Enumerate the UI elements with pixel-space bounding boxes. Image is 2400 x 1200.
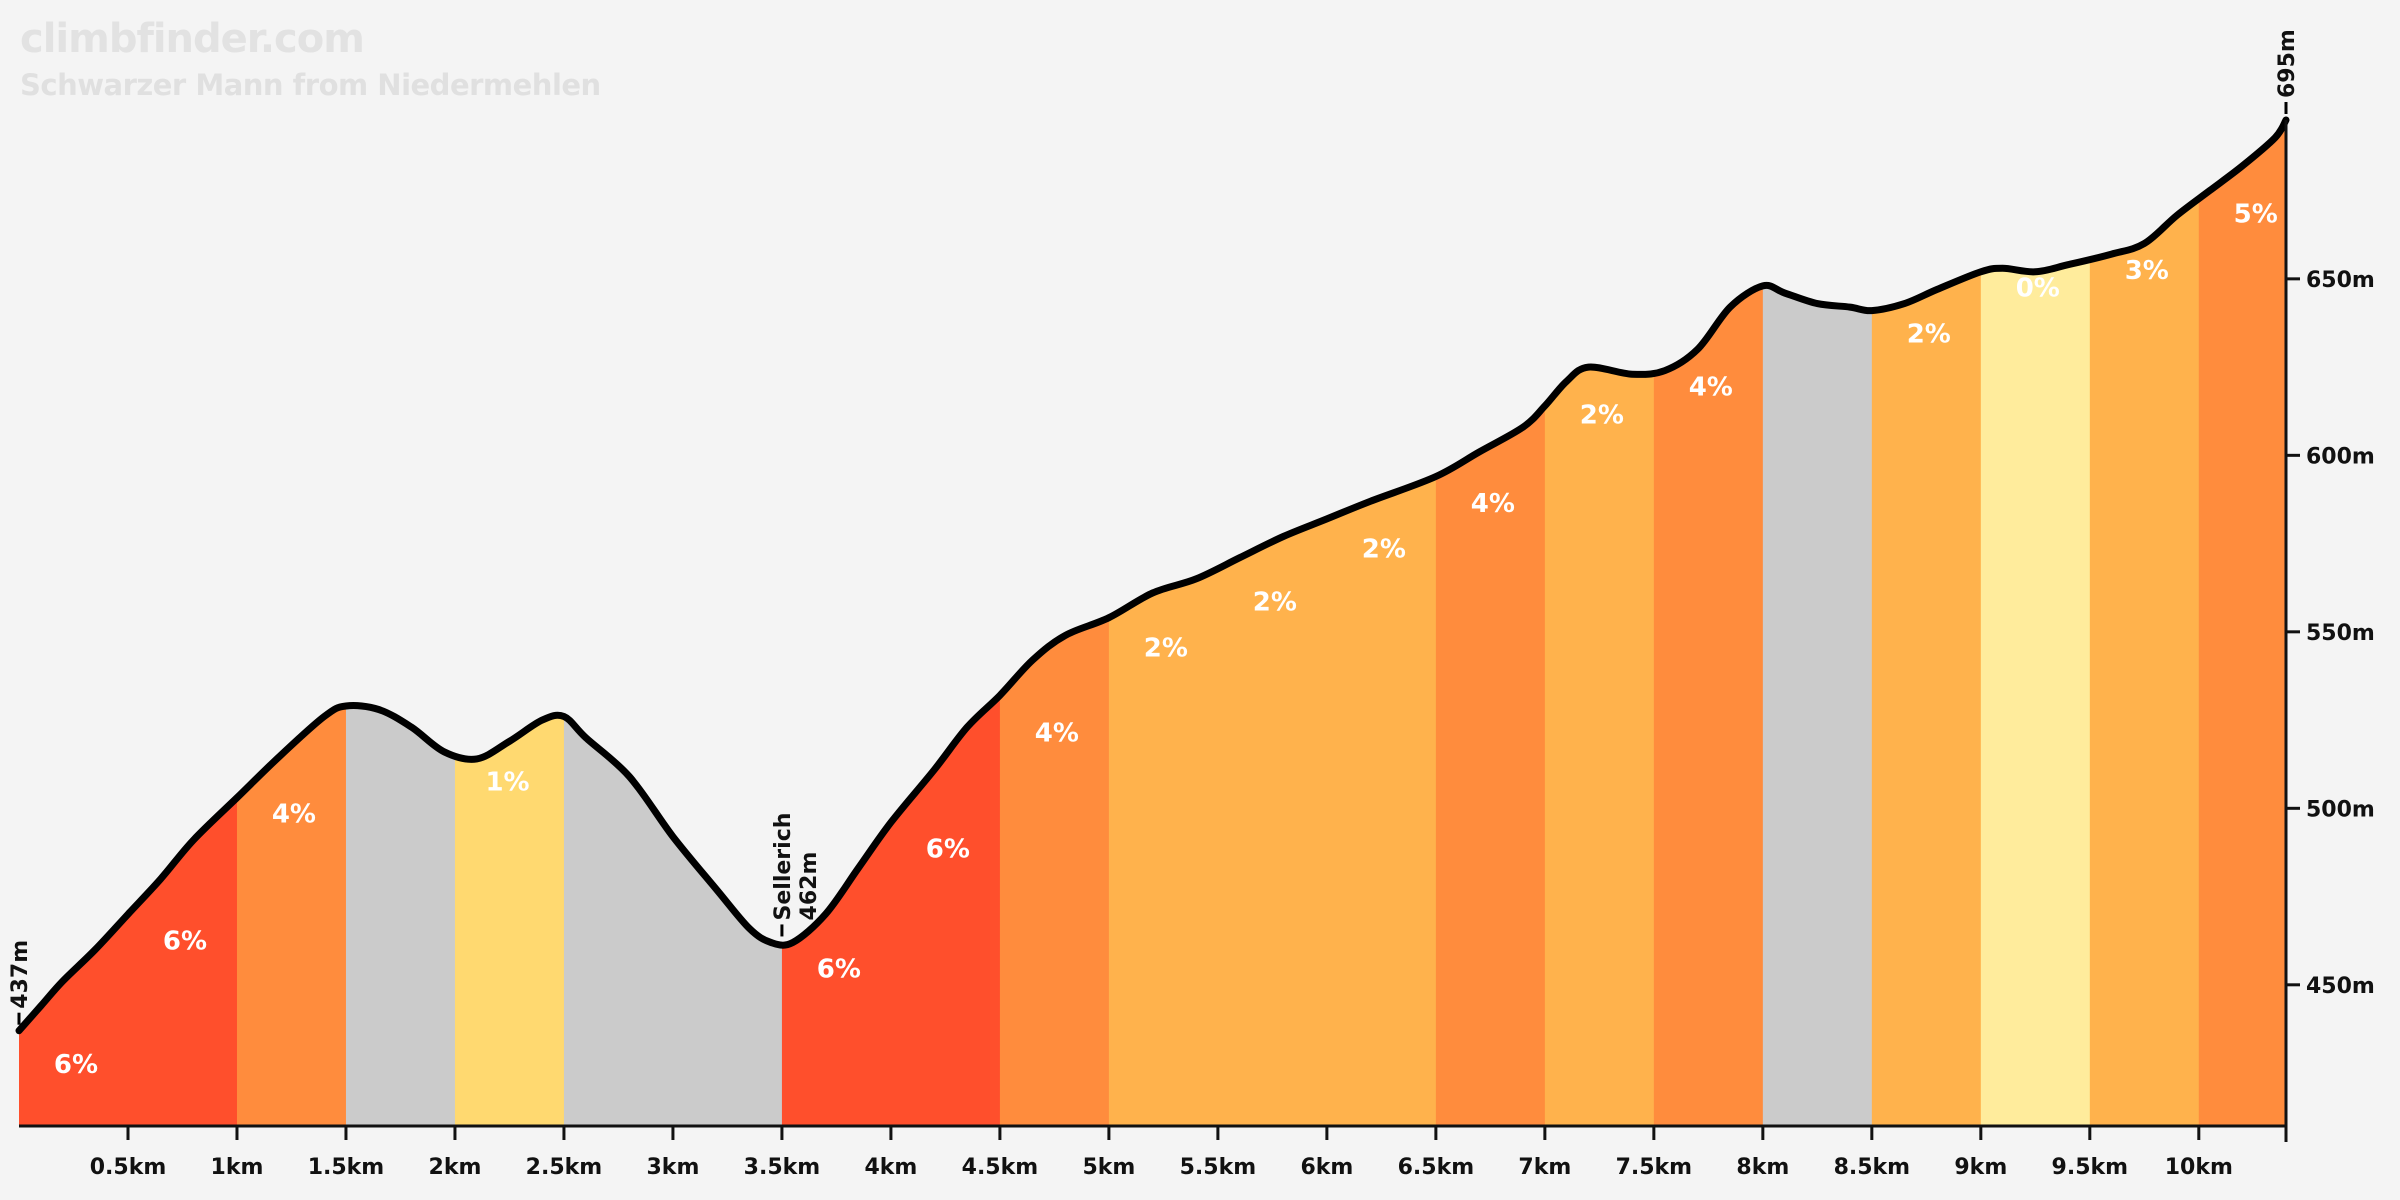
grade-labels: 6% 6% 4% 1% 6% 6% 4% 2% 2% 2% 4% 2% 4% 2% 0% 3% 5%: [54, 199, 2278, 1080]
y-tick-label: 550m: [2306, 621, 2375, 646]
x-tick-label: 1.5km: [308, 1155, 385, 1180]
grade-segment: [781, 120, 1001, 1126]
grade-segment: [1980, 120, 2091, 1126]
grade-segments: [19, 120, 2286, 1126]
x-tick-label: 8km: [1736, 1155, 1789, 1180]
y-tick-label: 500m: [2306, 797, 2375, 822]
annotation-label: 462m: [797, 852, 822, 921]
elevation-profile-line: [15, 116, 2290, 1035]
x-tick-label: 1km: [211, 1155, 264, 1180]
grade-label: 2%: [1580, 401, 1624, 431]
grade-segment: [1871, 120, 1982, 1126]
grade-label: 6%: [163, 927, 207, 957]
grade-label: 6%: [817, 955, 861, 985]
grade-segment: [1435, 120, 1546, 1126]
grade-label: 4%: [1471, 489, 1515, 519]
site-brand: climbfinder.com: [20, 16, 365, 62]
grade-label: 4%: [1689, 372, 1733, 402]
chart-subtitle: Schwarzer Mann from Niedermehlen: [20, 68, 601, 102]
y-tick-label: 450m: [2306, 974, 2375, 999]
grade-label: 2%: [1362, 535, 1406, 565]
grade-segment: [1544, 120, 1655, 1126]
x-tick-label: 5km: [1082, 1155, 1135, 1180]
x-tick-label: 2.5km: [526, 1155, 603, 1180]
grade-segment: [563, 120, 783, 1126]
x-tick-label: 9km: [1954, 1155, 2007, 1180]
x-tick-label: 4.5km: [962, 1155, 1039, 1180]
x-tick-label: 9.5km: [2052, 1155, 2129, 1180]
grade-segment: [454, 120, 565, 1126]
axes: 0.5km 1km 1.5km 2km 2.5km 3km 3.5km 4km 4.5km 5km…: [19, 120, 2375, 1180]
x-tick-label: 10km: [2165, 1155, 2233, 1180]
x-tick-label: 2km: [429, 1155, 482, 1180]
x-tick-label: 3km: [647, 1155, 700, 1180]
x-tick-label: 8.5km: [1834, 1155, 1911, 1180]
grade-segment: [1762, 120, 1873, 1126]
x-tick-label: 5.5km: [1180, 1155, 1257, 1180]
grade-segment: [2089, 120, 2200, 1126]
x-tick-label: 7.5km: [1616, 1155, 1693, 1180]
grade-label: 6%: [926, 835, 970, 865]
y-tick-label: 650m: [2306, 268, 2375, 293]
x-tick-label: 7km: [1518, 1155, 1571, 1180]
grade-segment: [1653, 120, 1764, 1126]
annotation-label: Sellerich: [771, 813, 796, 921]
grade-label: 4%: [272, 799, 316, 829]
grade-label: 1%: [485, 768, 529, 798]
grade-segment: [236, 120, 347, 1126]
annotation-label: 695m: [2275, 29, 2300, 98]
grade-segment: [999, 120, 1110, 1126]
grade-segment: [345, 120, 456, 1126]
grade-label: 2%: [1144, 634, 1188, 664]
grade-segment: [2198, 120, 2286, 1126]
x-tick-label: 3.5km: [744, 1155, 821, 1180]
grade-label: 5%: [2234, 199, 2278, 229]
grade-label: 2%: [1907, 319, 1951, 349]
grade-segment: [19, 120, 238, 1126]
y-tick-label: 600m: [2306, 444, 2375, 469]
x-tick-label: 0.5km: [90, 1155, 167, 1180]
elevation-annotations: 437m Sellerich 462m 695m: [8, 29, 2300, 1025]
x-tick-label: 6.5km: [1398, 1155, 1475, 1180]
grade-label: 2%: [1253, 588, 1297, 618]
annotation-label: 437m: [8, 940, 33, 1009]
grade-label: 4%: [1035, 718, 1079, 748]
grade-label: 3%: [2125, 256, 2169, 286]
x-tick-label: 4km: [864, 1155, 917, 1180]
x-tick-label: 6km: [1300, 1155, 1353, 1180]
grade-label: 6%: [54, 1050, 98, 1080]
grade-label: 0%: [2016, 273, 2060, 303]
